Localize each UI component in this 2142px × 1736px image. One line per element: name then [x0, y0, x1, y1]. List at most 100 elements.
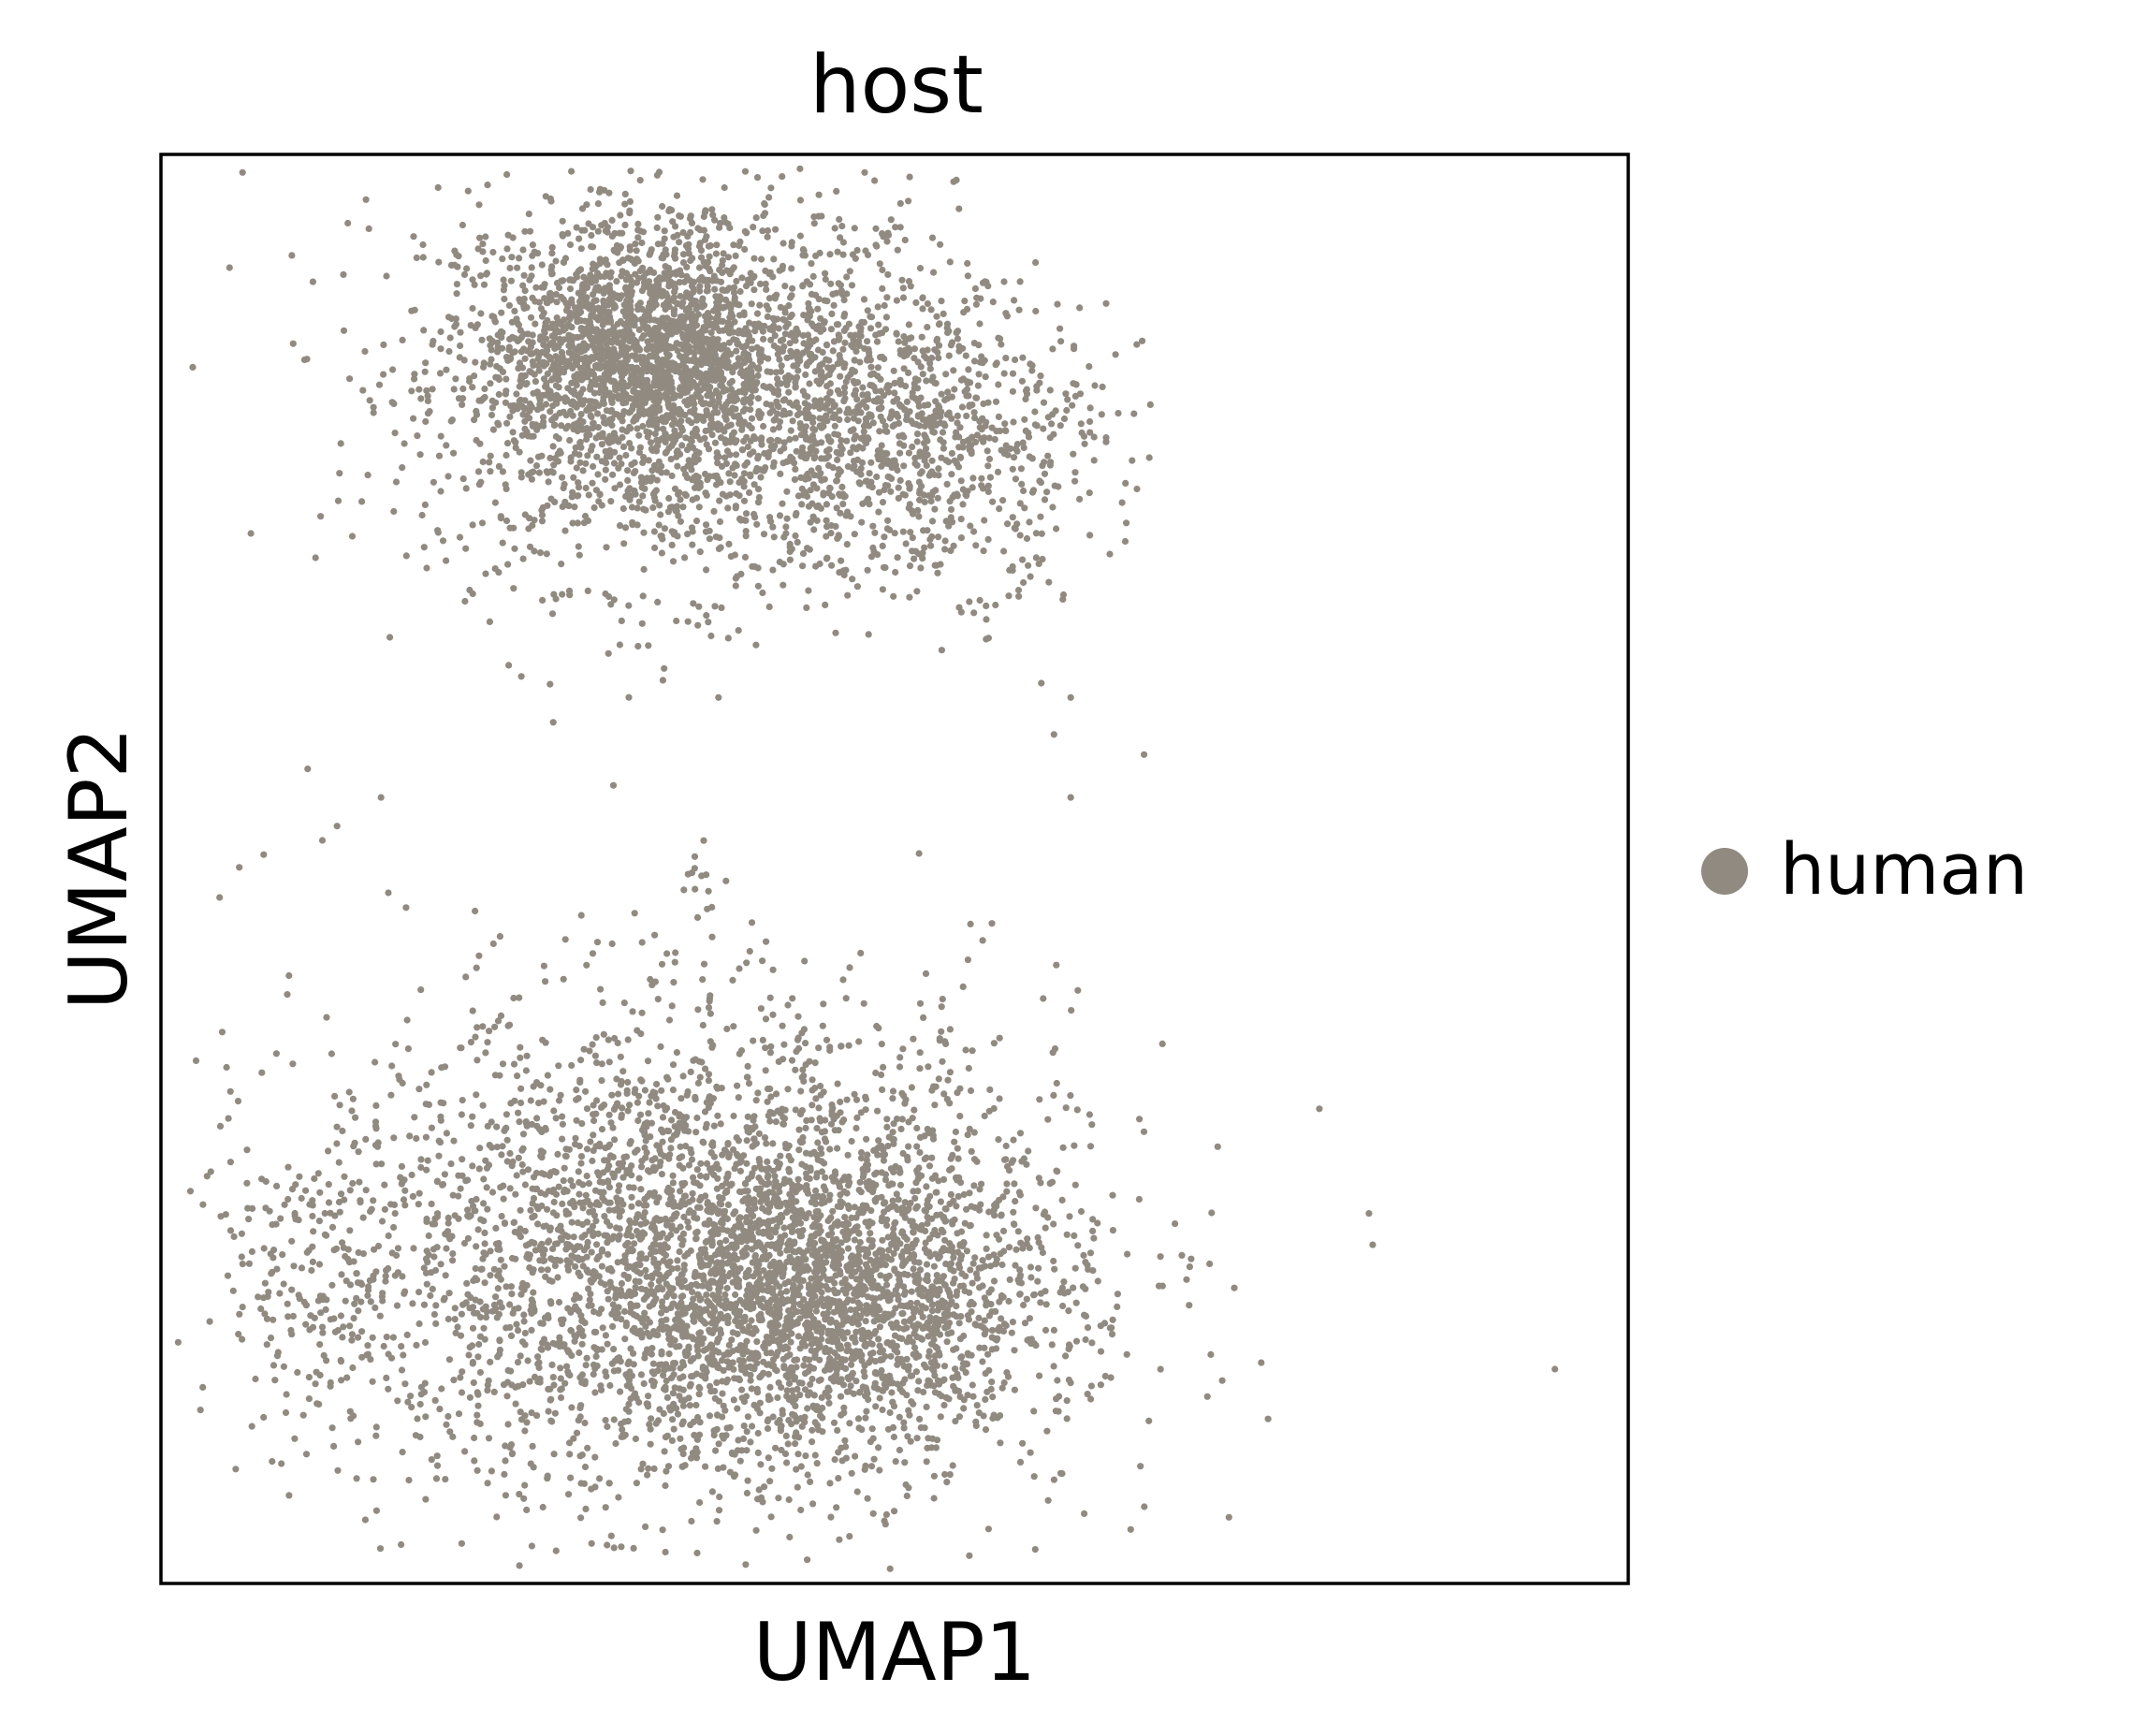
- data-point: [703, 287, 711, 295]
- data-point: [760, 383, 767, 390]
- data-point: [992, 398, 1000, 405]
- data-point: [788, 1057, 796, 1064]
- data-point: [474, 1466, 481, 1474]
- data-point: [915, 513, 923, 520]
- data-point: [703, 612, 710, 620]
- data-point: [549, 443, 557, 450]
- data-point: [985, 455, 994, 463]
- data-point: [873, 338, 882, 345]
- data-point: [1010, 454, 1018, 461]
- data-point: [555, 376, 562, 384]
- data-point: [613, 278, 620, 285]
- data-point: [439, 537, 447, 545]
- data-point: [860, 296, 868, 303]
- data-point: [641, 456, 648, 463]
- data-point: [856, 1178, 864, 1186]
- data-point: [721, 183, 728, 192]
- data-point: [750, 321, 758, 328]
- data-point: [757, 324, 765, 331]
- data-point: [520, 271, 528, 279]
- data-point: [867, 313, 874, 320]
- data-point: [632, 468, 639, 475]
- data-point: [894, 466, 901, 474]
- data-point: [965, 1064, 972, 1072]
- data-point: [598, 1126, 606, 1133]
- data-point: [484, 1480, 491, 1487]
- data-point: [891, 379, 898, 387]
- data-point: [694, 358, 702, 366]
- data-point: [713, 356, 721, 363]
- data-point: [810, 526, 818, 533]
- data-point: [459, 385, 467, 393]
- data-point: [911, 375, 920, 383]
- data-point: [495, 421, 503, 429]
- data-point: [662, 305, 669, 314]
- data-point: [610, 596, 618, 604]
- data-point: [535, 367, 543, 374]
- data-point: [852, 1124, 860, 1132]
- data-point: [486, 618, 494, 626]
- data-point: [548, 263, 556, 270]
- data-point: [754, 486, 763, 493]
- data-point: [979, 415, 986, 422]
- data-point: [705, 242, 713, 250]
- data-point: [1060, 415, 1069, 423]
- data-point: [415, 1201, 422, 1208]
- data-point: [788, 265, 795, 272]
- data-point: [579, 467, 587, 474]
- data-point: [487, 360, 494, 368]
- data-point: [933, 337, 940, 344]
- data-point: [533, 1115, 541, 1122]
- data-point: [530, 389, 537, 397]
- data-point: [707, 1010, 714, 1017]
- data-point: [572, 356, 579, 363]
- data-point: [460, 357, 468, 364]
- data-point: [879, 499, 887, 506]
- data-point: [730, 264, 737, 271]
- data-point: [780, 343, 788, 351]
- data-point: [659, 202, 666, 211]
- data-point: [785, 388, 793, 396]
- data-point: [451, 1305, 459, 1312]
- data-point: [430, 337, 437, 345]
- data-point: [1112, 351, 1119, 358]
- data-point: [913, 430, 922, 438]
- data-point: [559, 1135, 566, 1143]
- data-point: [543, 550, 550, 558]
- data-point: [715, 399, 722, 406]
- data-point: [796, 165, 804, 172]
- data-point: [598, 222, 605, 229]
- data-point: [699, 295, 707, 302]
- data-point: [839, 567, 847, 575]
- data-point: [941, 537, 949, 545]
- data-point: [558, 293, 565, 300]
- data-point: [927, 542, 935, 549]
- data-point: [609, 781, 618, 789]
- data-point: [824, 461, 833, 469]
- data-point: [1145, 454, 1153, 461]
- data-point: [935, 465, 942, 473]
- data-point: [732, 575, 739, 582]
- data-point: [990, 1040, 998, 1047]
- data-point: [723, 267, 731, 274]
- data-point: [500, 1195, 507, 1203]
- data-point: [485, 1435, 493, 1442]
- data-point: [844, 416, 852, 424]
- data-point: [517, 1099, 525, 1107]
- data-point: [829, 347, 837, 355]
- data-point: [556, 328, 563, 336]
- data-point: [621, 221, 629, 228]
- data-point: [635, 448, 644, 456]
- data-point: [1040, 425, 1047, 432]
- data-point: [521, 227, 529, 235]
- data-point: [745, 1080, 753, 1087]
- data-point: [628, 460, 635, 468]
- data-point: [386, 634, 394, 641]
- data-point: [626, 210, 634, 217]
- data-point: [510, 401, 517, 409]
- data-point: [627, 375, 634, 383]
- data-point: [605, 1480, 613, 1487]
- data-point: [815, 464, 823, 472]
- data-point: [272, 1050, 280, 1058]
- data-point: [833, 477, 840, 485]
